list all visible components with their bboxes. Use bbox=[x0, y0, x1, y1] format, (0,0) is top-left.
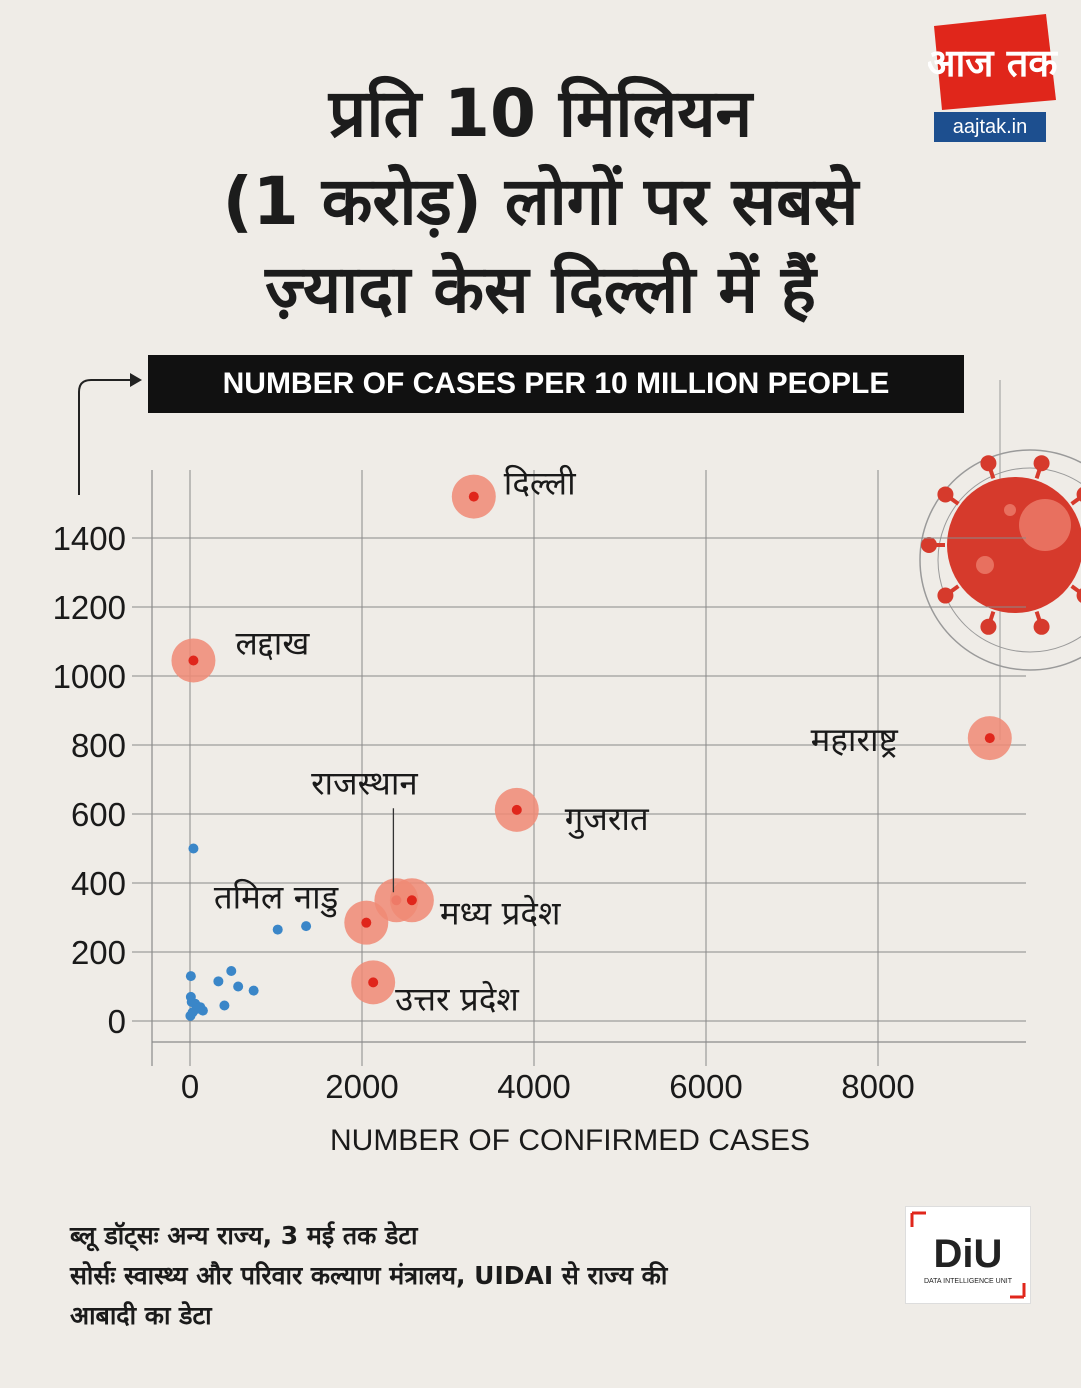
virus-spot bbox=[1004, 504, 1016, 516]
y-axis-arrow bbox=[78, 379, 130, 495]
other-state-point bbox=[233, 981, 244, 992]
highlight-point bbox=[984, 733, 995, 744]
y-tick-label: 1400 bbox=[53, 520, 126, 557]
headline-line-2: (1 करोड़) लोगों पर सबसे bbox=[222, 163, 859, 240]
footnote-line-2: सोर्सः स्वास्थ्य और परिवार कल्याण मंत्रा… bbox=[70, 1261, 668, 1290]
y-tick-label: 400 bbox=[71, 865, 126, 902]
virus-spike-tip bbox=[1076, 588, 1081, 603]
headline-line-3: ज़्यादा केस दिल्ली में हैं bbox=[265, 251, 816, 328]
other-state-point bbox=[301, 921, 312, 932]
other-state-point bbox=[272, 924, 283, 935]
other-state-point bbox=[248, 985, 259, 996]
virus-spike-tip bbox=[1033, 455, 1050, 472]
footnote: ब्लू डॉट्सः अन्य राज्य, 3 मई तक डेटा सोर… bbox=[70, 1216, 850, 1336]
virus-ring-outer bbox=[919, 449, 1081, 671]
point-label: महाराष्ट्र bbox=[811, 720, 899, 759]
point-label: दिल्ली bbox=[504, 464, 577, 503]
scatter-chart: 0 200 400 600 800 1000 1200 1400 0 2000 4000 6000 80… bbox=[53, 373, 1081, 1105]
chart-ticks: 0 200 400 600 800 1000 1200 1400 0 2000 4000 6000 80… bbox=[53, 520, 915, 1105]
x-tick-label: 8000 bbox=[841, 1068, 914, 1105]
point-label: मध्य प्रदेश bbox=[440, 893, 561, 932]
virus-spike-tip bbox=[980, 618, 997, 635]
diu-logo: DiU DATA INTELLIGENCE UNIT bbox=[905, 1206, 1031, 1304]
footnote-line-1: ब्लू डॉट्सः अन्य राज्य, 3 मई तक डेटा bbox=[70, 1221, 418, 1250]
virus-spike bbox=[1070, 494, 1081, 506]
y-axis-arrow-head bbox=[130, 373, 142, 387]
x-tick-label: 6000 bbox=[669, 1068, 742, 1105]
diu-logo-subtext: DATA INTELLIGENCE UNIT bbox=[924, 1278, 1013, 1285]
headline-line-1: प्रति 10 मिलियन bbox=[328, 75, 753, 152]
point-label: तमिल नाडु bbox=[214, 878, 339, 918]
point-label: गुजरात bbox=[565, 799, 650, 839]
chart-points bbox=[171, 474, 1012, 1021]
point-label: राजस्थान bbox=[311, 763, 418, 802]
other-state-point bbox=[185, 971, 196, 982]
other-state-point bbox=[213, 976, 224, 987]
virus-spike-tip bbox=[1076, 487, 1081, 502]
virus-spike-tip bbox=[937, 486, 954, 503]
highlight-point bbox=[468, 491, 479, 502]
headline: प्रति 10 मिलियन (1 करोड़) लोगों पर सबसे … bbox=[0, 70, 1081, 334]
aajtak-logo-background bbox=[934, 14, 1056, 110]
x-tick-label: 4000 bbox=[497, 1068, 570, 1105]
aajtak-logo-text: आज तक bbox=[928, 41, 1058, 85]
other-state-point bbox=[226, 965, 237, 976]
y-axis-title: NUMBER OF CASES PER 10 MILLION PEOPLE bbox=[148, 355, 964, 413]
chart-grid bbox=[132, 470, 1026, 1066]
virus-spike-tip bbox=[1033, 618, 1050, 635]
virus-spot bbox=[1019, 499, 1071, 551]
virus-spike-tip bbox=[921, 537, 937, 553]
y-tick-label: 600 bbox=[71, 796, 126, 833]
aajtak-site-label: aajtak.in bbox=[934, 112, 1046, 142]
x-axis-title: NUMBER OF CONFIRMED CASES bbox=[329, 1124, 811, 1157]
highlight-point bbox=[188, 655, 199, 666]
highlight-point bbox=[511, 804, 522, 815]
x-tick-label: 2000 bbox=[325, 1068, 398, 1105]
virus-spike-tip bbox=[937, 587, 954, 604]
y-tick-label: 0 bbox=[108, 1003, 126, 1040]
other-state-point bbox=[219, 1000, 230, 1011]
highlight-point bbox=[406, 895, 417, 906]
x-tick-label: 0 bbox=[181, 1068, 199, 1105]
virus-icon bbox=[919, 380, 1081, 740]
y-tick-label: 1200 bbox=[53, 589, 126, 626]
diu-logo-corners bbox=[910, 1211, 1026, 1299]
y-tick-label: 200 bbox=[71, 934, 126, 971]
virus-spike-tip bbox=[980, 455, 997, 472]
footnote-line-3: आबादी का डेटा bbox=[70, 1301, 212, 1330]
highlight-point bbox=[368, 977, 379, 988]
y-tick-label: 800 bbox=[71, 727, 126, 764]
virus-ring-inner bbox=[937, 467, 1081, 653]
chart-labels: दिल्ली लद्दाख महाराष्ट्र गुजरात राजस्थान मध्य… bbox=[214, 464, 899, 1019]
aajtak-logo: आज तक bbox=[928, 14, 1058, 110]
other-state-point bbox=[197, 1005, 208, 1016]
point-label: लद्दाख bbox=[235, 623, 310, 662]
chart-decor bbox=[78, 373, 1081, 740]
other-state-point bbox=[188, 843, 199, 854]
highlight-point bbox=[361, 917, 372, 928]
virus-spike bbox=[1070, 584, 1081, 596]
virus-spot bbox=[976, 556, 994, 574]
y-tick-label: 1000 bbox=[53, 658, 126, 695]
point-label: उत्तर प्रदेश bbox=[395, 979, 519, 1018]
other-state-point bbox=[185, 1010, 196, 1021]
diu-logo-text: DiU bbox=[934, 1232, 1003, 1276]
